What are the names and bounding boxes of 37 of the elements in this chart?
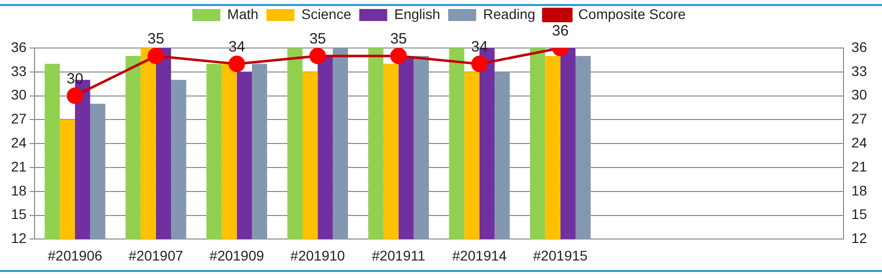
data-label: 35: [148, 30, 164, 48]
y-tick-label: 18: [10, 182, 27, 198]
y2-tick-label: 27: [851, 110, 868, 127]
y-tick-label: 30: [10, 86, 27, 103]
y2-tick-label: 33: [851, 62, 868, 79]
y2-tick-label: 18: [851, 182, 868, 198]
x-tick-label: #201907: [128, 247, 184, 264]
legend-label: English: [394, 6, 440, 22]
y2-tick-label: 15: [851, 206, 868, 222]
y2-tick-label: 12: [851, 230, 868, 246]
x-tick-label: #201906: [48, 247, 102, 264]
y2-tick-label: 21: [851, 158, 868, 174]
x-tick-label: #201914: [452, 247, 507, 264]
x-tick-label: #201910: [290, 247, 346, 264]
data-label: 34: [471, 38, 488, 56]
legend-label: Reading: [483, 6, 536, 22]
y-tick-label: 15: [10, 206, 27, 222]
data-label: 34: [228, 38, 246, 56]
y2-tick-label: 36: [851, 38, 868, 55]
data-label: 36: [552, 22, 569, 40]
y-tick-label: 21: [10, 158, 27, 174]
y-tick-label: 27: [10, 110, 27, 127]
x-tick-label: #201915: [533, 247, 588, 264]
legend-label: Science: [301, 6, 352, 22]
x-tick-label: #201911: [372, 247, 426, 264]
y2-tick-label: 30: [851, 86, 868, 103]
x-tick-label: #201909: [210, 247, 264, 264]
y2-tick-label: 24: [851, 134, 868, 150]
y-tick-label: 24: [10, 134, 27, 150]
data-label: 35: [390, 30, 407, 48]
y-tick-label: 36: [10, 38, 27, 55]
legend-label: Math: [227, 6, 258, 22]
y-tick-label: 12: [10, 230, 27, 246]
data-label: 30: [66, 70, 84, 88]
data-label: 35: [309, 30, 326, 48]
legend-label: Composite Score: [578, 6, 686, 22]
y-tick-label: 33: [10, 62, 27, 79]
